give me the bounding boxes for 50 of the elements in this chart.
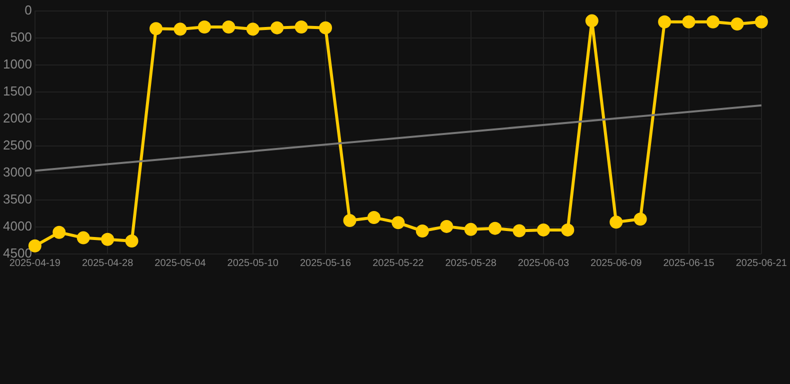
point xyxy=(52,226,66,239)
point xyxy=(270,21,284,34)
point xyxy=(682,15,696,28)
point xyxy=(101,232,114,246)
point xyxy=(367,211,380,224)
x-tick-label: 2025-05-16 xyxy=(300,258,352,269)
point xyxy=(416,224,429,238)
point xyxy=(706,15,720,28)
point xyxy=(246,22,260,36)
x-tick-label: 2025-06-15 xyxy=(663,258,715,269)
x-tick-label: 2025-04-28 xyxy=(82,258,134,269)
point xyxy=(319,21,332,34)
point xyxy=(610,216,623,229)
point xyxy=(512,224,526,238)
point xyxy=(488,222,502,235)
y-tick-label: 3000 xyxy=(3,164,32,180)
point xyxy=(76,231,90,244)
x-tick-label: 2025-05-22 xyxy=(372,258,424,269)
x-tick-label: 2025-05-28 xyxy=(445,258,497,269)
point xyxy=(294,20,308,34)
point xyxy=(730,18,744,31)
y-tick-label: 0 xyxy=(24,2,32,18)
x-tick-label: 2025-05-10 xyxy=(227,258,279,269)
point xyxy=(440,220,454,233)
point xyxy=(392,216,405,230)
point xyxy=(222,20,236,34)
point xyxy=(536,223,550,236)
point xyxy=(125,234,138,248)
point xyxy=(198,20,211,34)
point xyxy=(343,214,356,227)
x-tick-label: 2025-05-04 xyxy=(154,258,206,269)
y-tick-label: 2500 xyxy=(3,137,32,152)
y-tick-label: 2000 xyxy=(3,110,32,126)
point xyxy=(150,22,163,36)
y-tick-label: 4000 xyxy=(3,218,32,234)
point xyxy=(464,222,478,236)
point xyxy=(561,223,574,236)
point xyxy=(634,212,647,226)
point xyxy=(658,15,672,28)
y-tick-label: 1000 xyxy=(3,56,32,72)
point xyxy=(585,14,598,28)
x-tick-label: 2025-06-21 xyxy=(736,258,788,269)
x-tick-label: 2025-06-09 xyxy=(590,258,642,269)
x-tick-label: 2025-04-19 xyxy=(9,258,61,269)
y-tick-label: 500 xyxy=(10,29,32,44)
x-tick-label: 2025-06-03 xyxy=(518,258,570,269)
y-tick-label: 1500 xyxy=(3,83,32,98)
y-tick-label: 3500 xyxy=(3,192,32,207)
point xyxy=(174,22,187,36)
point xyxy=(754,15,768,28)
